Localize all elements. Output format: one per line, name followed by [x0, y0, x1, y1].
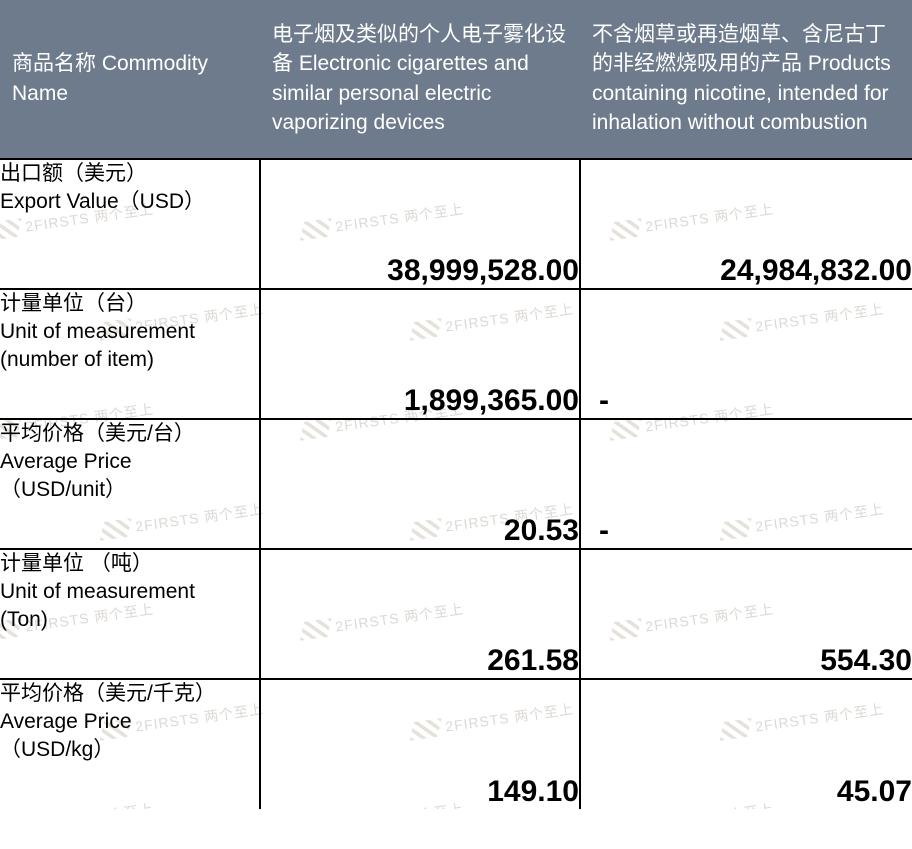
table-row: 出口额（美元） Export Value（USD）38,999,528.0024…: [0, 159, 912, 289]
row-label: 出口额（美元） Export Value（USD）: [0, 159, 260, 289]
row-value-col2: 554.30: [580, 549, 912, 679]
row-label: 计量单位（台） Unit of measurement (number of i…: [0, 289, 260, 419]
header-commodity-name: 商品名称 Commodity Name: [0, 0, 260, 159]
row-value-col1: 261.58: [260, 549, 580, 679]
table-row: 平均价格（美元/台） Average Price （USD/unit）20.53…: [0, 419, 912, 549]
table-row: 计量单位（台） Unit of measurement (number of i…: [0, 289, 912, 419]
row-value-col1: 20.53: [260, 419, 580, 549]
row-value-col1: 38,999,528.00: [260, 159, 580, 289]
table-row: 计量单位 （吨） Unit of measurement (Ton)261.58…: [0, 549, 912, 679]
data-table: 商品名称 Commodity Name 电子烟及类似的个人电子雾化设备 Elec…: [0, 0, 912, 809]
row-label: 平均价格（美元/台） Average Price （USD/unit）: [0, 419, 260, 549]
row-value-col2: -: [580, 289, 912, 419]
row-value-col1: 149.10: [260, 679, 580, 809]
table-row: 平均价格（美元/千克） Average Price （USD/kg）149.10…: [0, 679, 912, 809]
header-nicotine-products: 不含烟草或再造烟草、含尼古丁的非经燃烧吸用的产品 Products contai…: [580, 0, 912, 159]
row-value-col2: 45.07: [580, 679, 912, 809]
table-header-row: 商品名称 Commodity Name 电子烟及类似的个人电子雾化设备 Elec…: [0, 0, 912, 159]
row-value-col1: 1,899,365.00: [260, 289, 580, 419]
row-value-col2: -: [580, 419, 912, 549]
header-ecig-devices: 电子烟及类似的个人电子雾化设备 Electronic cigarettes an…: [260, 0, 580, 159]
row-label: 平均价格（美元/千克） Average Price （USD/kg）: [0, 679, 260, 809]
row-label: 计量单位 （吨） Unit of measurement (Ton): [0, 549, 260, 679]
row-value-col2: 24,984,832.00: [580, 159, 912, 289]
